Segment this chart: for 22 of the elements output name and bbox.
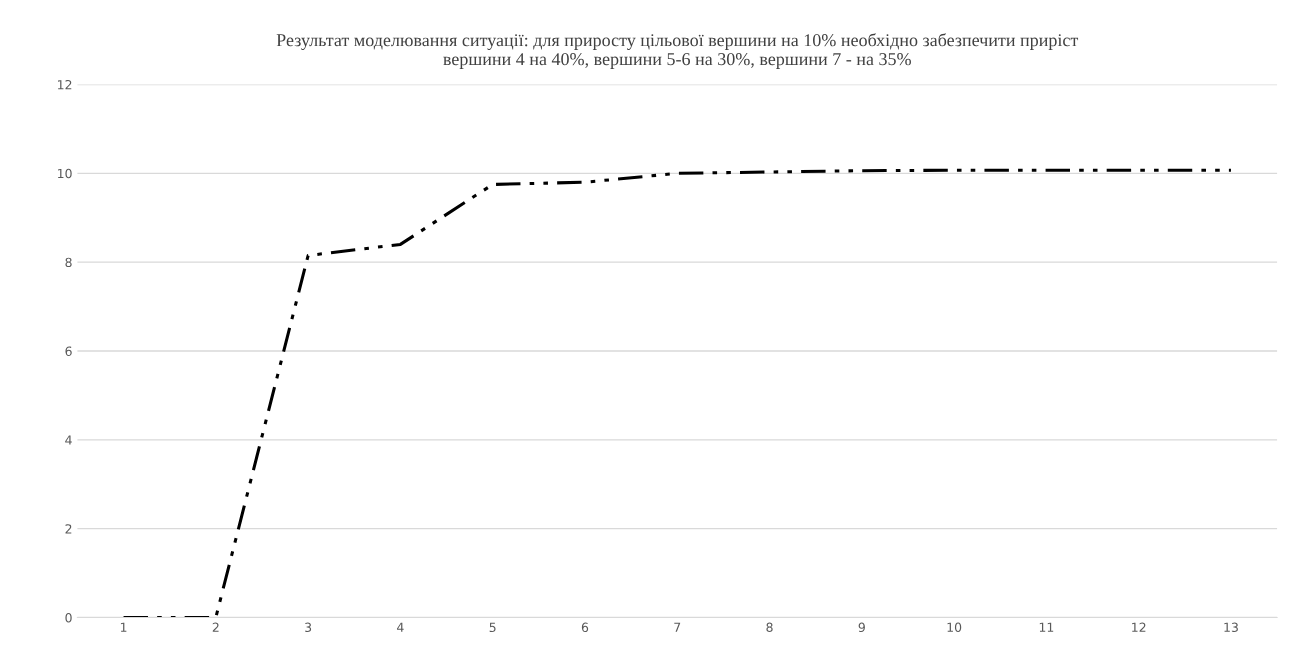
x-tick-label: 13 bbox=[1224, 622, 1238, 633]
x-tick-label: 3 bbox=[305, 622, 312, 633]
x-tick-label: 1 bbox=[120, 622, 127, 632]
x-tick-label: 12 bbox=[1132, 622, 1146, 632]
x-tick-label: 10 bbox=[947, 622, 962, 633]
x-tick-label: 11 bbox=[1039, 622, 1054, 632]
x-tick-label: 8 bbox=[766, 622, 773, 633]
x-tick-label: 5 bbox=[489, 622, 496, 633]
y-tick-label: 8 bbox=[65, 257, 72, 268]
y-tick-label: 6 bbox=[65, 346, 72, 356]
x-tick-label: 4 bbox=[397, 622, 404, 632]
y-tick-label: 12 bbox=[58, 79, 72, 90]
y-tick-label: 10 bbox=[58, 168, 72, 179]
x-tick-label: 7 bbox=[674, 622, 681, 632]
y-tick-label: 0 bbox=[65, 612, 72, 623]
y-tick-label: 4 bbox=[65, 435, 72, 445]
x-tick-label: 9 bbox=[858, 622, 865, 633]
x-tick-label: 6 bbox=[581, 622, 589, 633]
y-tick-label: 2 bbox=[65, 524, 72, 534]
chart-title: Результат моделювання ситуації: для приросту цільової вершини на 10% необхідно забезпечити приріст вершини 4 на 40%, вершини 5-6 на 30%, вершини 7 - на 35% bbox=[276, 33, 1079, 69]
line-series bbox=[122, 168, 1233, 618]
x-tick-label: 2 bbox=[212, 622, 219, 632]
